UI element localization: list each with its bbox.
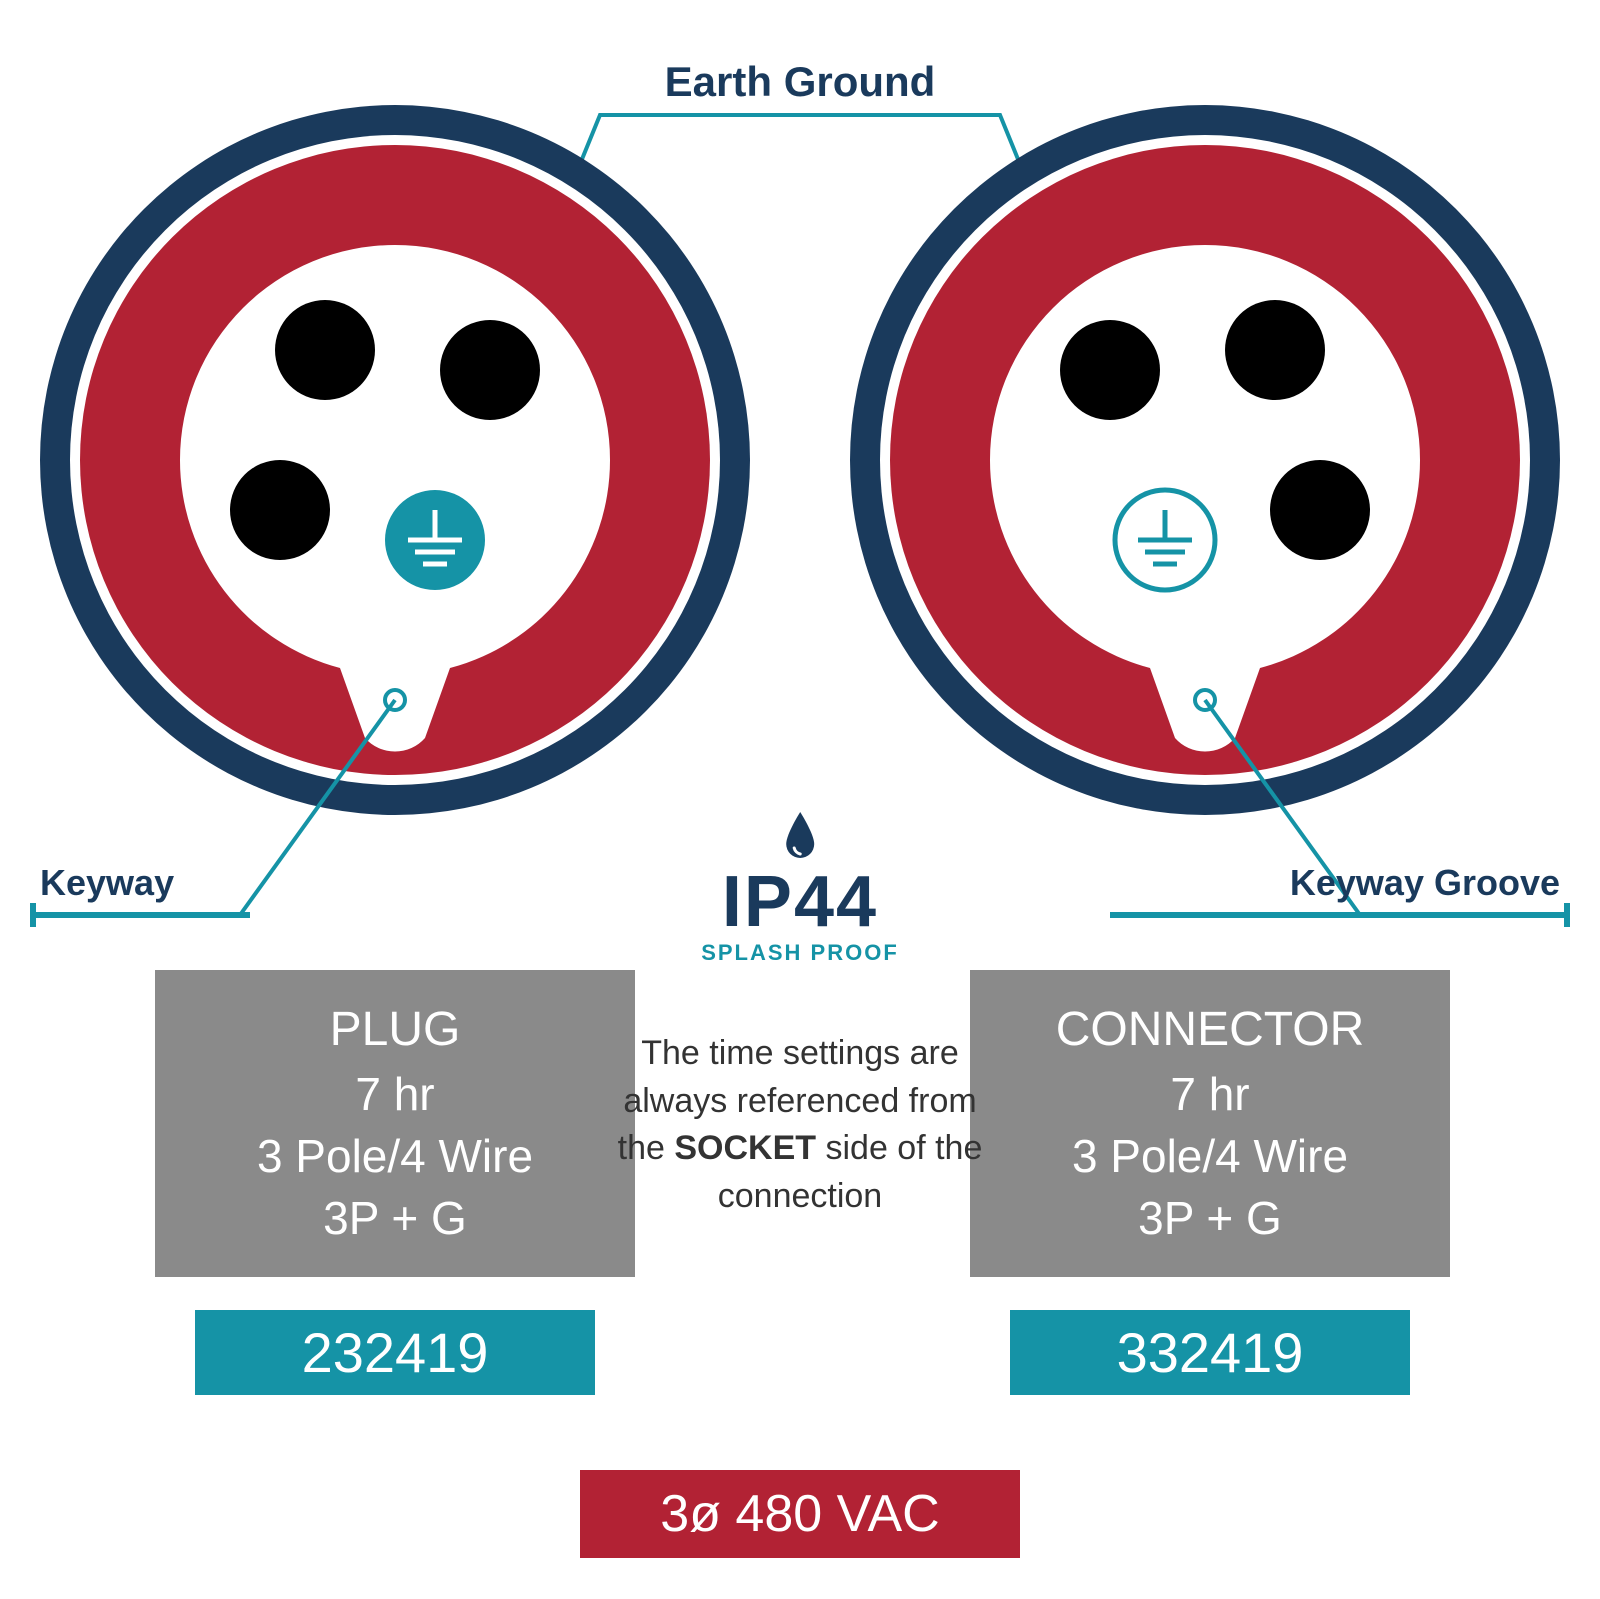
plug-ground-icon <box>385 490 485 590</box>
ip-rating-sub: SPLASH PROOF <box>701 940 899 966</box>
keyway-label-right: Keyway Groove <box>1290 862 1560 904</box>
connector-connector <box>850 105 1560 915</box>
connector-pin-3 <box>1270 460 1370 560</box>
droplet-icon <box>780 810 820 860</box>
connector-pin-1 <box>1060 320 1160 420</box>
connector-pin-2 <box>1225 300 1325 400</box>
keyway-tick-left <box>30 912 250 918</box>
plug-info-title: PLUG <box>175 998 615 1063</box>
plug-info-config: 3P + G <box>175 1187 615 1249</box>
plug-connector <box>40 105 750 915</box>
keyway-tick-right <box>1110 912 1570 918</box>
connector-info-title: CONNECTOR <box>990 998 1430 1063</box>
plug-pin-2 <box>440 320 540 420</box>
connector-ground-icon <box>1115 490 1215 590</box>
plug-info-box: PLUG 7 hr 3 Pole/4 Wire 3P + G <box>155 970 635 1277</box>
ip-rating-text: IP44 <box>701 866 899 938</box>
connector-info-config: 3P + G <box>990 1187 1430 1249</box>
plug-pin-1 <box>275 300 375 400</box>
connector-info-poles: 3 Pole/4 Wire <box>990 1125 1430 1187</box>
ip-rating-block: IP44 SPLASH PROOF <box>701 810 899 966</box>
voltage-box: 3ø 480 VAC <box>580 1470 1020 1558</box>
note-bold: SOCKET <box>674 1129 816 1167</box>
connector-part-number: 332419 <box>1010 1310 1410 1395</box>
diagram-canvas: Earth Ground <box>0 0 1600 1599</box>
plug-info-time: 7 hr <box>175 1063 615 1125</box>
plug-info-poles: 3 Pole/4 Wire <box>175 1125 615 1187</box>
plug-pin-3 <box>230 460 330 560</box>
center-note: The time settings are always referenced … <box>615 1030 985 1220</box>
connector-info-time: 7 hr <box>990 1063 1430 1125</box>
connector-info-box: CONNECTOR 7 hr 3 Pole/4 Wire 3P + G <box>970 970 1450 1277</box>
plug-part-number: 232419 <box>195 1310 595 1395</box>
keyway-label-left: Keyway <box>40 862 174 904</box>
